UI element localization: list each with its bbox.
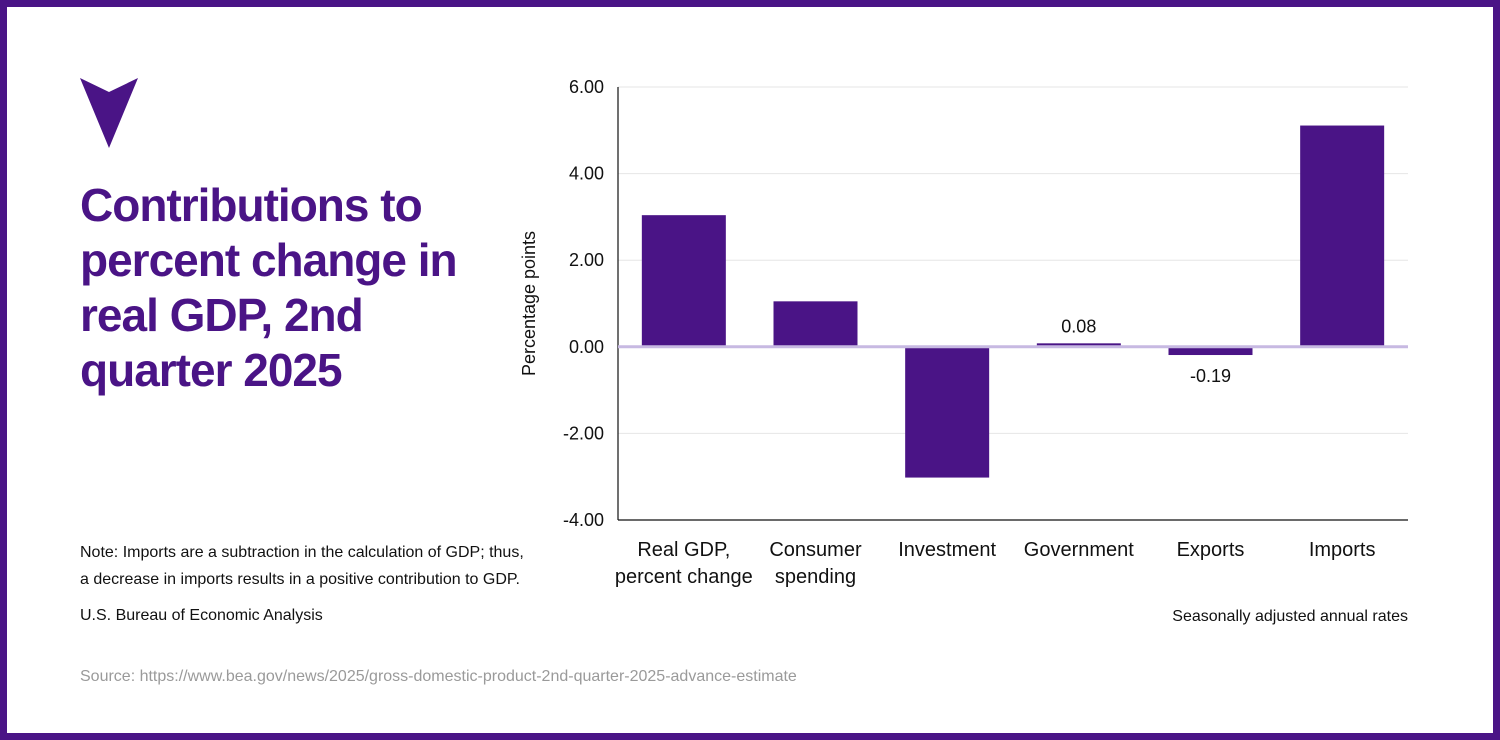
bar	[1036, 343, 1121, 347]
y-tick-label: 2.00	[569, 250, 604, 270]
bar	[773, 301, 858, 347]
y-tick-label: -2.00	[563, 423, 604, 443]
x-tick-label: spending	[775, 566, 856, 588]
y-tick-label: 0.00	[569, 337, 604, 357]
downward-triangle-logo-icon	[80, 78, 138, 148]
data-label: 0.08	[1061, 316, 1096, 336]
x-tick-label: Investment	[898, 539, 996, 561]
bar	[641, 215, 726, 347]
y-axis-label: Percentage points	[519, 231, 539, 376]
y-tick-label: 6.00	[569, 77, 604, 97]
x-tick-label: Imports	[1309, 539, 1376, 561]
chart-title: Contributions to percent change in real …	[80, 179, 458, 396]
x-tick-label: Consumer	[769, 539, 862, 561]
y-tick-label: -4.00	[563, 510, 604, 530]
x-tick-label: percent change	[615, 566, 753, 588]
source-text: Source: https://www.bea.gov/news/2025/gr…	[80, 668, 797, 685]
imports-note: Note: Imports are a subtraction in the c…	[80, 544, 524, 588]
x-tick-label: Government	[1024, 539, 1134, 561]
x-tick-label: Exports	[1177, 539, 1245, 561]
organization-name: U.S. Bureau of Economic Analysis	[80, 607, 323, 624]
rates-note: Seasonally adjusted annual rates	[1172, 608, 1408, 625]
bar	[905, 346, 990, 478]
bar	[1168, 346, 1253, 356]
y-tick-label: 4.00	[569, 164, 604, 184]
x-tick-label: Real GDP,	[637, 539, 730, 561]
bar	[1300, 125, 1385, 347]
data-label: -0.19	[1190, 366, 1231, 386]
bar-chart: 6.00 4.00 2.00 0.00 -2.00 -4.00 Percentage poi…	[519, 77, 1408, 588]
